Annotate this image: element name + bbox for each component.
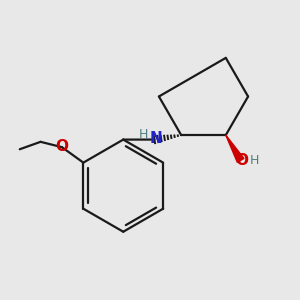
Text: H: H	[250, 154, 260, 167]
Text: O: O	[235, 154, 248, 169]
Polygon shape	[226, 135, 244, 162]
Text: N: N	[150, 131, 162, 146]
Text: O: O	[56, 139, 68, 154]
Text: H: H	[139, 128, 148, 141]
